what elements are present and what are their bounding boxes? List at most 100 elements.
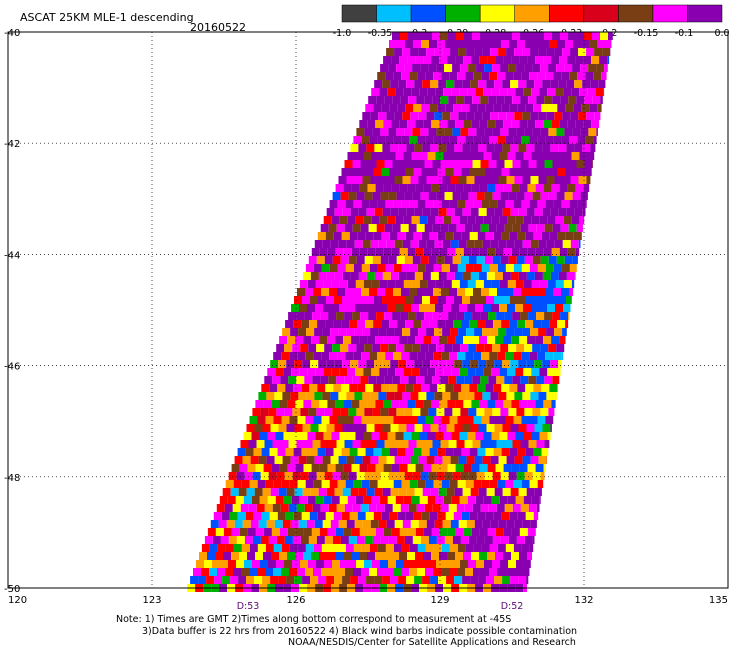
data-cell bbox=[468, 472, 477, 480]
data-cell bbox=[585, 72, 594, 80]
data-cell bbox=[502, 576, 511, 584]
data-cell bbox=[265, 544, 274, 552]
data-cell bbox=[213, 512, 222, 520]
data-cell bbox=[495, 56, 504, 64]
data-cell bbox=[381, 384, 390, 392]
data-cell bbox=[583, 184, 590, 192]
data-cell bbox=[502, 80, 511, 88]
data-cell bbox=[332, 256, 341, 264]
data-cell bbox=[345, 544, 354, 552]
data-cell bbox=[358, 208, 367, 216]
data-cell bbox=[246, 424, 255, 432]
data-cell bbox=[566, 296, 572, 304]
data-cell bbox=[536, 96, 545, 104]
data-cell bbox=[331, 368, 340, 376]
data-cell bbox=[444, 128, 453, 136]
data-cell bbox=[488, 504, 497, 512]
data-cell bbox=[437, 104, 446, 112]
data-cell bbox=[414, 208, 423, 216]
data-cell bbox=[289, 352, 298, 360]
data-cell bbox=[562, 48, 571, 56]
data-cell bbox=[393, 480, 402, 488]
data-cell bbox=[295, 336, 304, 344]
data-cell bbox=[302, 360, 311, 368]
data-cell bbox=[522, 176, 531, 184]
data-cell bbox=[408, 32, 416, 40]
data-cell bbox=[425, 200, 434, 208]
data-cell bbox=[470, 360, 479, 368]
data-cell bbox=[541, 320, 550, 328]
data-cell bbox=[407, 528, 416, 536]
data-cell bbox=[374, 424, 383, 432]
data-cell bbox=[422, 144, 431, 152]
data-cell bbox=[372, 256, 381, 264]
data-cell bbox=[318, 576, 327, 584]
data-cell bbox=[520, 440, 529, 448]
data-cell bbox=[376, 96, 385, 104]
data-cell bbox=[497, 416, 506, 424]
data-cell bbox=[527, 120, 536, 128]
data-cell bbox=[348, 408, 357, 416]
data-cell bbox=[515, 216, 524, 224]
data-cell bbox=[497, 544, 506, 552]
data-cell bbox=[608, 32, 613, 40]
data-cell bbox=[372, 536, 381, 544]
data-cell bbox=[529, 416, 538, 424]
data-cell bbox=[342, 360, 351, 368]
data-cell bbox=[393, 136, 402, 144]
data-cell bbox=[448, 32, 456, 40]
data-cell bbox=[446, 488, 455, 496]
data-cell bbox=[605, 40, 612, 48]
data-cell bbox=[430, 272, 439, 280]
data-cell bbox=[564, 64, 573, 72]
data-cell bbox=[365, 448, 374, 456]
data-cell bbox=[424, 224, 433, 232]
data-cell bbox=[566, 208, 575, 216]
data-cell bbox=[401, 480, 410, 488]
data-cell bbox=[300, 560, 308, 568]
colorbar-swatch bbox=[583, 4, 619, 23]
data-cell bbox=[401, 72, 410, 80]
data-cell bbox=[578, 112, 587, 120]
data-cell bbox=[365, 384, 374, 392]
data-cell bbox=[524, 408, 533, 416]
data-cell bbox=[511, 552, 519, 560]
data-cell bbox=[425, 136, 434, 144]
data-cell bbox=[342, 272, 351, 280]
data-cell bbox=[384, 504, 393, 512]
data-cell bbox=[446, 576, 455, 584]
data-cell bbox=[375, 120, 384, 128]
data-cell bbox=[363, 368, 372, 376]
data-cell bbox=[362, 240, 371, 248]
data-cell bbox=[491, 496, 500, 504]
data-cell bbox=[480, 160, 489, 168]
data-cell bbox=[477, 448, 486, 456]
data-cell bbox=[230, 488, 239, 496]
data-cell bbox=[496, 312, 505, 320]
data-cell bbox=[457, 416, 466, 424]
data-cell bbox=[471, 336, 480, 344]
data-cell bbox=[408, 376, 417, 384]
data-cell bbox=[461, 512, 470, 520]
data-cell bbox=[375, 336, 384, 344]
data-cells bbox=[187, 32, 613, 592]
data-cell bbox=[497, 264, 506, 272]
data-cell bbox=[439, 464, 448, 472]
data-cell bbox=[499, 88, 508, 96]
data-cell bbox=[434, 520, 443, 528]
data-cell bbox=[455, 528, 464, 536]
data-cell bbox=[330, 240, 339, 248]
data-cell bbox=[345, 200, 354, 208]
data-cell bbox=[303, 336, 312, 344]
data-cell bbox=[401, 200, 410, 208]
data-cell bbox=[445, 104, 454, 112]
data-cell bbox=[419, 152, 428, 160]
data-cell bbox=[298, 392, 307, 400]
data-cell bbox=[297, 288, 305, 296]
data-cell bbox=[326, 296, 334, 304]
data-cell bbox=[448, 96, 457, 104]
data-cell bbox=[314, 328, 323, 336]
data-cell bbox=[495, 184, 504, 192]
data-cell bbox=[490, 392, 499, 400]
data-cell bbox=[290, 328, 299, 336]
